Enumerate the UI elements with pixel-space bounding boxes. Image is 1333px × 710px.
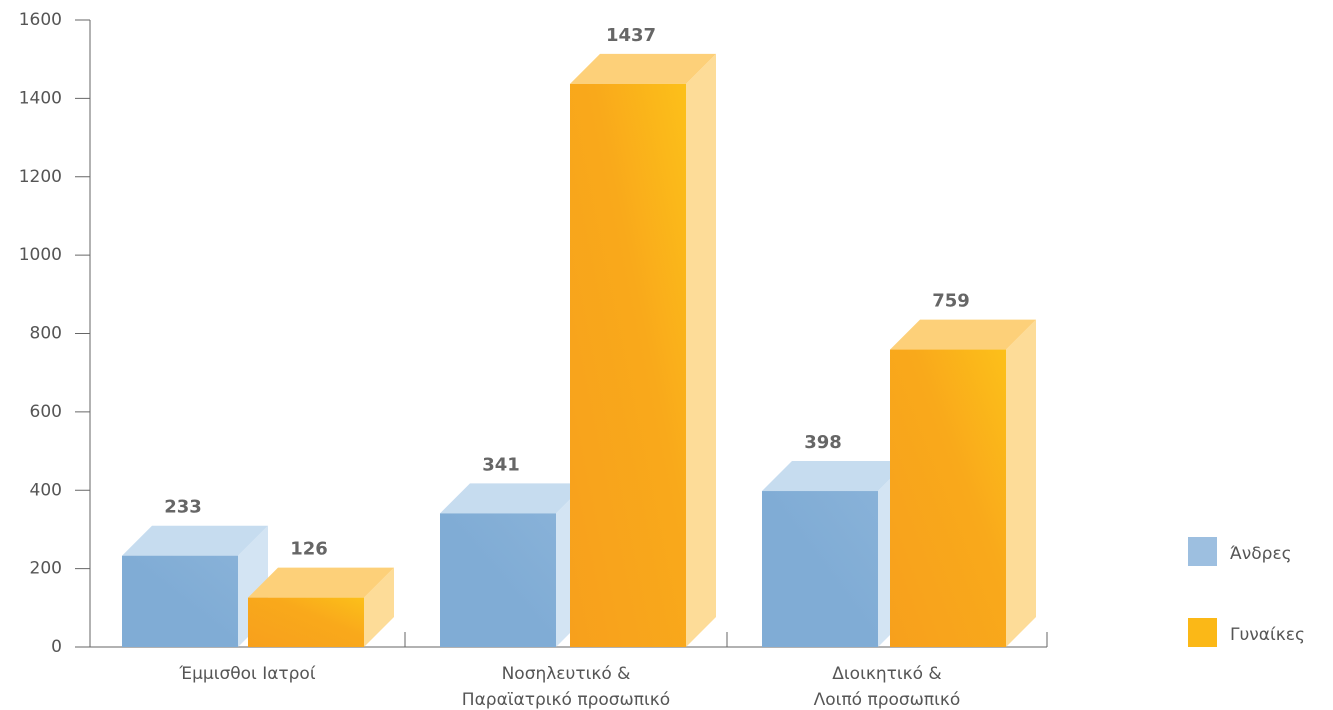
bar-side — [686, 53, 716, 648]
value-label: 1437 — [606, 25, 656, 46]
bar-side — [1006, 319, 1036, 647]
bar-top — [762, 461, 908, 492]
value-label: 233 — [164, 497, 202, 518]
value-label: 126 — [290, 539, 328, 560]
bar-top — [440, 483, 586, 514]
bar — [890, 349, 1006, 647]
x-tick-label: Έμμισθοι Ιατροί — [178, 664, 315, 684]
legend-label: Γυναίκες — [1230, 625, 1305, 645]
legend-swatch — [1188, 618, 1217, 647]
bar — [570, 83, 686, 648]
x-tick-label: Λοιπό προσωπικό — [814, 690, 961, 710]
y-tick-label: 1000 — [19, 245, 62, 265]
legend-label: Άνδρες — [1230, 544, 1292, 564]
y-tick-label: 1200 — [19, 167, 62, 187]
y-tick-label: 1600 — [19, 10, 62, 30]
y-tick-label: 200 — [30, 559, 62, 579]
bar — [440, 513, 556, 647]
bar-top — [122, 525, 268, 556]
value-label: 341 — [482, 454, 520, 475]
x-tick-label: Διοικητικό & — [832, 664, 941, 684]
bar-top — [890, 319, 1036, 350]
x-tick-label: Νοσηλευτικό & — [502, 664, 631, 684]
bar — [122, 555, 238, 647]
y-tick-label: 0 — [51, 637, 62, 657]
bar-top — [248, 567, 394, 598]
bar-top — [570, 53, 716, 84]
bar — [248, 597, 364, 647]
value-label: 759 — [932, 291, 970, 312]
value-label: 398 — [804, 432, 842, 453]
bar — [762, 491, 878, 647]
y-tick-label: 400 — [30, 480, 62, 500]
y-tick-label: 600 — [30, 402, 62, 422]
y-tick-label: 800 — [30, 324, 62, 344]
x-tick-label: Παραϊατρικό προσωπικό — [462, 690, 670, 710]
bar-side — [364, 567, 394, 647]
legend-swatch — [1188, 537, 1217, 566]
y-tick-label: 1400 — [19, 88, 62, 108]
